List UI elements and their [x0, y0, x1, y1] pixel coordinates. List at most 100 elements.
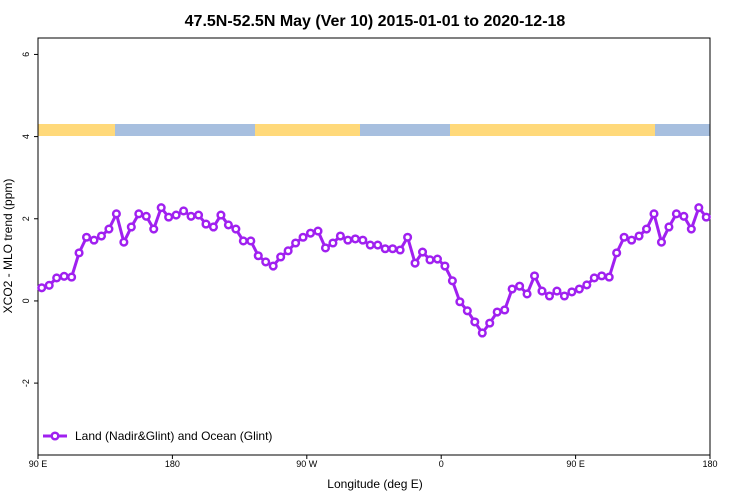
ocean-band [360, 124, 450, 136]
data-point [313, 226, 323, 236]
data-point [343, 235, 353, 245]
data-point [231, 224, 241, 234]
data-point [141, 211, 151, 221]
data-point [515, 281, 525, 291]
data-point [641, 224, 652, 234]
data-point [291, 238, 301, 248]
data-point [559, 291, 569, 301]
data-point [164, 212, 174, 222]
data-point [350, 234, 360, 244]
data-point [59, 271, 69, 281]
data-point [417, 247, 428, 257]
land-band [38, 124, 115, 136]
data-point [582, 280, 592, 290]
data-point [656, 237, 667, 247]
plot-frame [37, 37, 711, 456]
data-point [380, 244, 390, 254]
chart-title: 47.5N-52.5N May (Ver 10) 2015-01-01 to 2… [185, 13, 566, 30]
data-point [216, 210, 226, 220]
data-point [686, 224, 696, 234]
data-point [193, 210, 204, 220]
data-point [276, 252, 286, 262]
data-point [186, 211, 196, 221]
data-point [529, 271, 540, 281]
data-point [37, 283, 47, 293]
data-point [179, 206, 189, 216]
data-point [447, 276, 457, 286]
data-point [410, 258, 420, 268]
data-point [268, 261, 278, 271]
y-tick-label: -2 [21, 379, 31, 387]
data-point [208, 222, 219, 232]
x-tick-label: 0 [439, 459, 444, 469]
data-point [373, 240, 383, 250]
data-point [44, 280, 54, 290]
series-line [41, 204, 708, 336]
surface-band [38, 124, 710, 136]
data-point [365, 240, 375, 250]
data-point [52, 273, 62, 283]
y-tick-label: 6 [21, 52, 31, 57]
data-point [388, 244, 398, 254]
data-point [671, 209, 681, 219]
data-point [149, 224, 159, 234]
data-point [544, 291, 555, 301]
x-tick-label: 90 W [296, 459, 318, 469]
data-point [649, 209, 659, 219]
data-point [96, 231, 107, 241]
data-point [335, 231, 345, 241]
y-tick-label: 4 [21, 134, 31, 139]
data-point [126, 222, 136, 232]
data-point [358, 235, 368, 245]
y-tick-label: 2 [21, 216, 31, 221]
ocean-band [655, 124, 710, 136]
data-point [283, 246, 293, 256]
x-tick-label: 90 E [566, 459, 585, 469]
data-point [500, 305, 510, 315]
data-point [612, 248, 622, 258]
data-point [597, 271, 607, 281]
x-tick-label: 180 [165, 459, 180, 469]
data-point [74, 248, 84, 258]
data-point [246, 236, 256, 246]
data-point [171, 210, 181, 220]
data-point [567, 287, 577, 297]
data-point [156, 203, 166, 213]
data-point [432, 254, 443, 264]
data-point [462, 306, 472, 316]
data-point [492, 307, 502, 317]
legend-label: Land (Nadir&Glint) and Ocean (Glint) [75, 429, 272, 443]
data-point [694, 203, 704, 213]
data-point [67, 272, 77, 282]
data-point [440, 261, 450, 271]
data-point [455, 297, 465, 307]
data-point [320, 243, 331, 253]
y-axis-label: XCO2 - MLO trend (ppm) [1, 179, 15, 314]
x-axis-label: Longitude (deg E) [327, 477, 422, 491]
data-point [507, 284, 517, 294]
land-band [450, 124, 655, 136]
data-point [104, 224, 114, 234]
data-point [134, 209, 144, 219]
data-point [679, 211, 689, 221]
data-point [201, 219, 211, 229]
data-point [470, 317, 480, 327]
data-point [395, 245, 405, 255]
data-point [522, 289, 532, 299]
data-point [223, 220, 233, 230]
data-point [403, 232, 413, 242]
data-point [701, 212, 711, 222]
ocean-band [115, 124, 255, 136]
data-point [537, 286, 547, 296]
data-point [634, 231, 644, 241]
data-point [119, 237, 129, 247]
data-point [477, 328, 487, 338]
data-point [574, 284, 584, 294]
x-tick-label: 90 E [29, 459, 48, 469]
data-point [305, 228, 316, 238]
data-point [552, 286, 562, 296]
land-band [255, 124, 360, 136]
x-tick-label: 180 [702, 459, 717, 469]
data-point [81, 232, 92, 242]
